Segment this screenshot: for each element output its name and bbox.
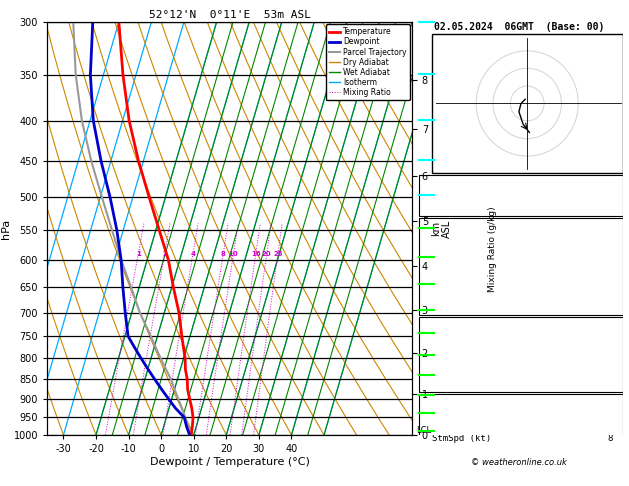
Text: 10: 10 (601, 274, 613, 283)
X-axis label: Dewpoint / Temperature (°C): Dewpoint / Temperature (°C) (150, 457, 309, 467)
Text: Surface: Surface (502, 220, 540, 229)
Text: 8: 8 (221, 251, 226, 257)
Text: 750: 750 (596, 329, 613, 337)
Text: 44: 44 (601, 192, 613, 202)
Text: CIN (J): CIN (J) (431, 381, 469, 390)
Bar (420, 394, 623, 443)
Text: 0: 0 (607, 289, 613, 297)
Text: 0: 0 (607, 381, 613, 390)
Text: Dewp (°C): Dewp (°C) (431, 244, 480, 254)
Text: 1.88: 1.88 (591, 205, 613, 214)
Text: CAPE (J): CAPE (J) (431, 367, 475, 377)
Text: 10: 10 (228, 251, 238, 257)
Text: 4: 4 (607, 354, 613, 364)
Text: 311: 311 (596, 341, 613, 350)
Bar (420, 218, 623, 315)
Text: 59: 59 (601, 403, 613, 412)
Text: Lifted Index: Lifted Index (431, 354, 496, 364)
Bar (420, 317, 623, 392)
Text: SREH: SREH (431, 414, 454, 422)
Text: CAPE (J): CAPE (J) (431, 289, 475, 297)
Text: 20: 20 (262, 251, 272, 257)
Text: 1: 1 (136, 251, 141, 257)
Text: 0: 0 (607, 303, 613, 312)
Text: Hodograph: Hodograph (497, 396, 545, 405)
Bar (420, 175, 623, 216)
Text: kt: kt (440, 38, 450, 48)
Legend: Temperature, Dewpoint, Parcel Trajectory, Dry Adiabat, Wet Adiabat, Isotherm, Mi: Temperature, Dewpoint, Parcel Trajectory… (326, 24, 409, 100)
Text: LCL: LCL (416, 426, 431, 435)
Text: 107°: 107° (591, 424, 613, 433)
Text: CIN (J): CIN (J) (431, 303, 469, 312)
Text: θₑ(K): θₑ(K) (431, 260, 459, 268)
Text: Mixing Ratio (g/kg): Mixing Ratio (g/kg) (487, 206, 497, 292)
Y-axis label: km
ASL: km ASL (431, 219, 452, 238)
Text: EH: EH (431, 403, 442, 412)
Text: θₑ (K): θₑ (K) (431, 341, 464, 350)
Text: 8: 8 (607, 434, 613, 443)
Text: 0: 0 (607, 367, 613, 377)
Text: 59: 59 (601, 414, 613, 422)
Text: 9.2: 9.2 (596, 230, 613, 239)
Text: 25: 25 (273, 251, 282, 257)
Text: Temp (°C): Temp (°C) (431, 230, 480, 239)
Text: Lifted Index: Lifted Index (431, 274, 496, 283)
Text: 2: 2 (162, 251, 167, 257)
Text: © weatheronline.co.uk: © weatheronline.co.uk (471, 458, 567, 467)
Text: 8.7: 8.7 (596, 244, 613, 254)
Text: StmSpd (kt): StmSpd (kt) (431, 434, 491, 443)
Y-axis label: hPa: hPa (1, 218, 11, 239)
Text: 19: 19 (601, 180, 613, 189)
Text: Totals Totals: Totals Totals (431, 192, 501, 202)
Text: Most Unstable: Most Unstable (486, 319, 556, 329)
Text: StmDir: StmDir (431, 424, 464, 433)
Text: Pressure (mb): Pressure (mb) (431, 329, 501, 337)
Text: PW (cm): PW (cm) (431, 205, 469, 214)
Text: 16: 16 (251, 251, 260, 257)
Title: 52°12'N  0°11'E  53m ASL: 52°12'N 0°11'E 53m ASL (148, 10, 311, 20)
Text: 4: 4 (191, 251, 196, 257)
Text: 02.05.2024  06GMT  (Base: 00): 02.05.2024 06GMT (Base: 00) (434, 22, 604, 32)
Text: 301: 301 (596, 260, 613, 268)
Text: K: K (431, 180, 437, 189)
Bar (431, 34, 623, 173)
